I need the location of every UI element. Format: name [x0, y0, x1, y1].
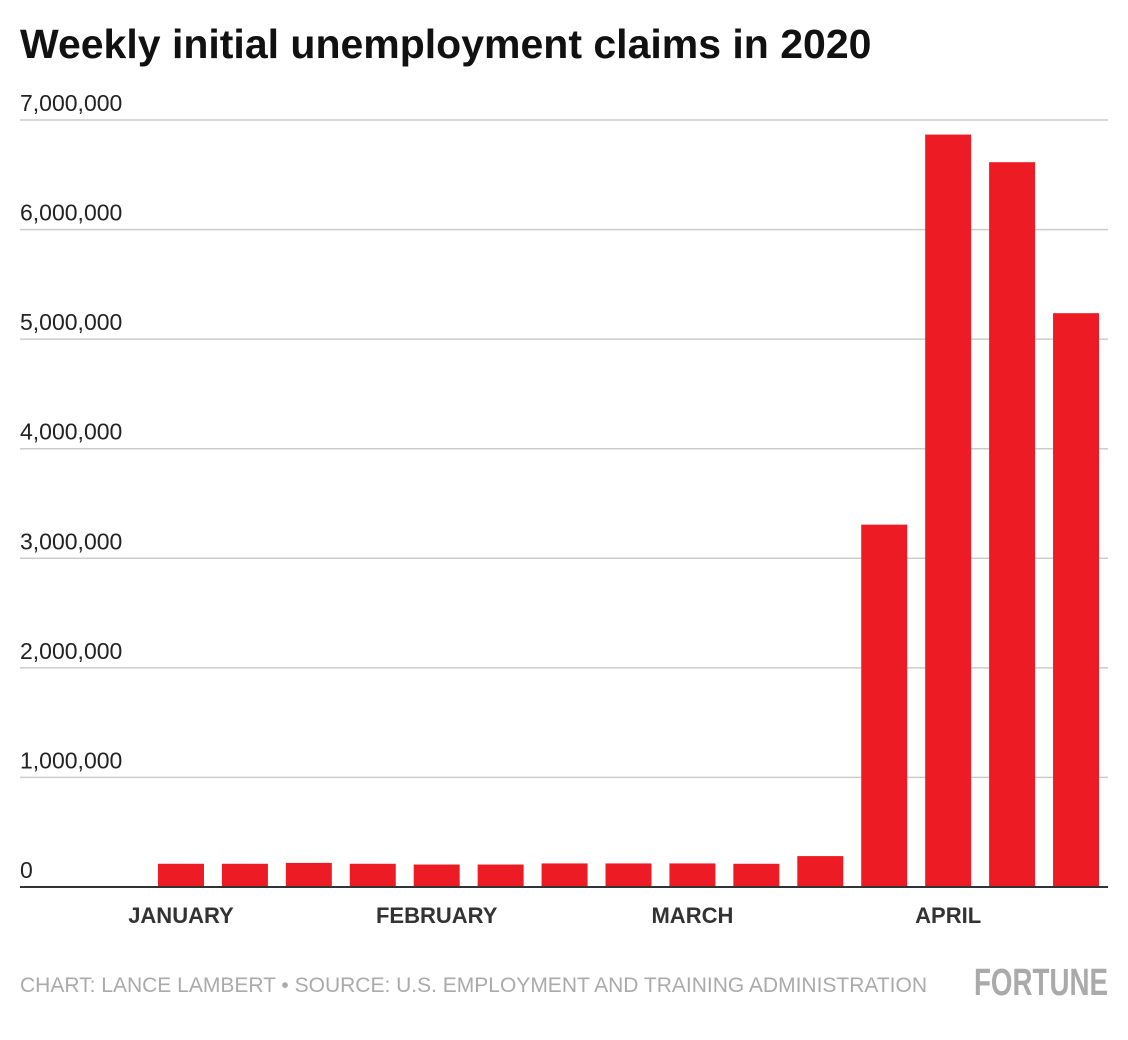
bar [733, 863, 780, 887]
y-tick-label: 7,000,000 [20, 90, 122, 116]
bar [669, 863, 716, 887]
x-tick-label: FEBRUARY [376, 903, 498, 928]
bar [157, 863, 204, 887]
x-tick-label: JANUARY [128, 903, 234, 928]
x-tick-label: APRIL [915, 903, 981, 928]
y-tick-label: 5,000,000 [20, 309, 122, 335]
y-tick-label: 2,000,000 [20, 638, 122, 664]
bar [797, 856, 844, 887]
bar [349, 863, 396, 887]
bar [221, 863, 268, 887]
y-tick-label: 1,000,000 [20, 747, 122, 773]
y-tick-label: 3,000,000 [20, 528, 122, 554]
chart-title: Weekly initial unemployment claims in 20… [20, 21, 871, 67]
source-note: CHART: LANCE LAMBERT • SOURCE: U.S. EMPL… [20, 974, 927, 997]
bar [413, 864, 460, 887]
bar [477, 864, 524, 887]
bar [605, 863, 652, 887]
bar [285, 862, 332, 887]
bar [989, 162, 1036, 887]
x-tick-label: MARCH [651, 903, 733, 928]
bar [861, 524, 908, 887]
y-tick-label: 4,000,000 [20, 419, 122, 445]
bar [1053, 313, 1100, 887]
y-tick-label: 6,000,000 [20, 200, 122, 226]
bar [541, 863, 588, 887]
y-tick-label: 0 [20, 857, 33, 883]
bar [925, 134, 972, 887]
brand-logo: FORTUNE [974, 962, 1108, 1004]
